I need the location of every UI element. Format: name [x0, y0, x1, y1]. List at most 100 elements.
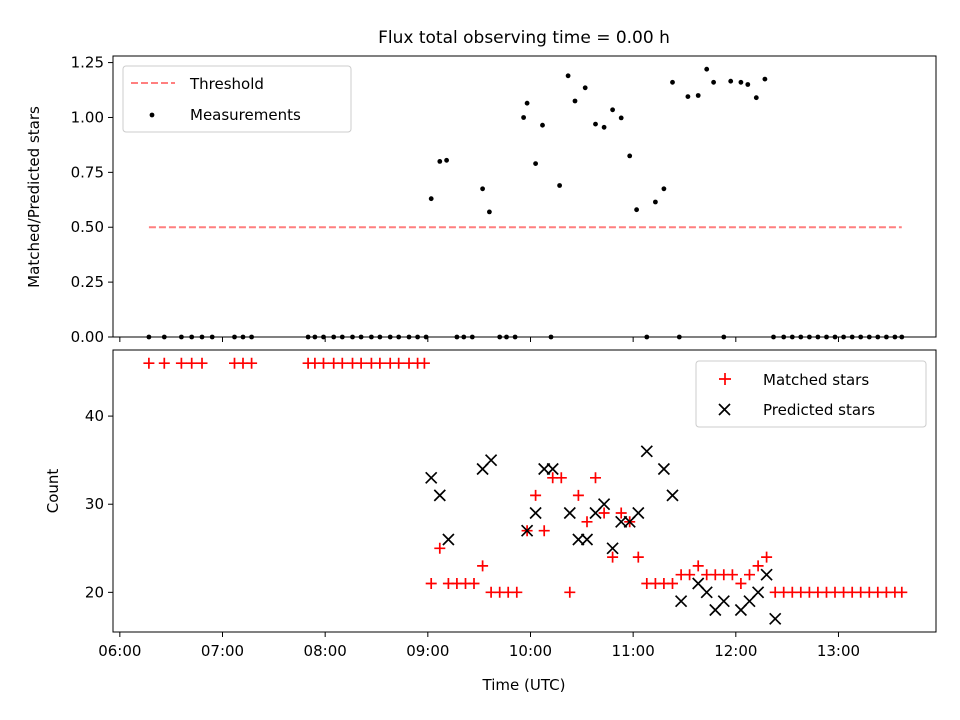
matched-star-marker [336, 357, 348, 369]
matched-star-marker [393, 357, 405, 369]
predicted-star-marker [425, 471, 438, 484]
matched-star-marker [477, 560, 489, 572]
matched-star-marker [468, 578, 480, 589]
measurement-point [487, 209, 492, 215]
predicted-star-marker [546, 462, 559, 476]
measurement-point [711, 79, 716, 85]
matched-star-marker [318, 357, 329, 369]
matched-star-marker [175, 357, 187, 369]
matched-star-marker [158, 357, 170, 369]
legend-matched-label: Matched stars [763, 371, 869, 389]
top-y-tick-label: 1.25 [71, 54, 104, 72]
figure-title: Flux total observing time = 0.00 h [378, 28, 670, 48]
matched-star-marker [581, 516, 593, 528]
x-tick-label: 08:00 [304, 642, 347, 660]
bottom-legend-box [695, 360, 927, 428]
predicted-star-marker [700, 586, 713, 599]
legend-matched-swatch [719, 373, 731, 385]
matched-star-marker [434, 542, 446, 554]
predicted-star-marker [580, 533, 594, 546]
measurement-point [572, 98, 578, 104]
measurement-point [524, 100, 530, 106]
measurement-point [582, 85, 588, 91]
matched-star-marker [374, 357, 386, 369]
bottom-legend: Matched stars Predicted stars [695, 360, 927, 428]
measurement-point [601, 124, 607, 130]
measurement-point [610, 107, 615, 113]
legend-threshold-label: Threshold [189, 75, 264, 93]
measurement-point [557, 183, 562, 188]
legend-predicted-swatch [718, 403, 731, 416]
measurement-point [745, 82, 751, 87]
matched-star-marker [186, 357, 198, 369]
predicted-star-marker [769, 612, 782, 625]
matched-star-marker [615, 507, 627, 519]
matched-star-marker [425, 578, 437, 589]
measurement-point [540, 122, 545, 128]
top-y-tick-label: 1.00 [71, 108, 104, 126]
matched-star-marker [555, 472, 567, 484]
bottom-marks [143, 357, 908, 625]
top-x-ticks [119, 337, 839, 342]
bottom-y-tick-label: 20 [85, 583, 104, 601]
matched-star-marker [590, 472, 601, 484]
top-y-tick-label: 0.50 [71, 218, 104, 236]
x-tick-label: 12:00 [714, 642, 757, 660]
top-y-tick-label: 0.75 [71, 163, 104, 181]
matched-star-marker [572, 489, 584, 501]
bottom-panel: 20 30 40 06:00 07:00 08:00 09:00 10:00 11:00 12:… [44, 349, 937, 694]
matched-star-marker [246, 357, 258, 369]
x-tick-label: 13:00 [817, 642, 860, 660]
bottom-y-tick-label: 40 [85, 407, 104, 425]
top-legend-box [122, 65, 352, 133]
predicted-star-marker [717, 595, 730, 608]
matched-star-marker [196, 357, 208, 369]
measurement-point [670, 79, 675, 85]
predicted-star-marker [484, 454, 498, 467]
bottom-x-ticks: 06:00 07:00 08:00 09:00 10:00 11:00 12:00 13:00 [98, 632, 860, 660]
measurement-point [695, 93, 701, 98]
predicted-star-marker [666, 489, 679, 502]
measurement-point [685, 94, 691, 99]
predicted-star-marker [442, 533, 455, 546]
x-tick-label: 07:00 [201, 642, 244, 660]
top-y-ticks: 0.00 0.25 0.50 0.75 1.00 1.25 [71, 54, 113, 346]
matched-star-marker [143, 357, 155, 369]
measurement-point [437, 159, 443, 164]
matched-star-marker [761, 551, 773, 563]
top-y-axis-label: Matched/Predicted stars [25, 106, 43, 288]
top-axes-frame [112, 55, 937, 338]
measurement-point [618, 115, 624, 121]
x-tick-label: 11:00 [612, 642, 655, 660]
predicted-star-marker [606, 542, 619, 555]
matched-star-marker [598, 507, 610, 519]
measurement-point [627, 153, 633, 159]
predicted-star-marker [563, 506, 576, 520]
predicted-star-marker [572, 533, 585, 546]
matched-star-marker [735, 578, 747, 589]
matched-star-marker [726, 569, 738, 581]
measurement-point [661, 186, 667, 192]
measurement-point [565, 73, 571, 79]
top-legend: Threshold Measurements [122, 65, 352, 133]
measurement-point [480, 186, 485, 192]
x-tick-label: 10:00 [509, 642, 552, 660]
matched-star-marker [752, 560, 764, 572]
measurement-point [762, 76, 768, 82]
matched-star-marker [896, 586, 908, 598]
matched-star-marker [632, 551, 644, 563]
predicted-star-marker [760, 568, 773, 581]
bottom-y-axis-label: Count [44, 469, 62, 514]
measurement-point [704, 66, 710, 72]
measurement-point [593, 121, 598, 127]
legend-predicted-label: Predicted stars [763, 401, 875, 419]
predicted-star-marker [640, 445, 653, 458]
predicted-star-marker [529, 506, 542, 520]
matched-star-marker [538, 525, 550, 537]
x-tick-label: 09:00 [406, 642, 449, 660]
measurement-point [634, 207, 639, 213]
predicted-star-marker [751, 586, 765, 599]
bottom-y-tick-label: 30 [85, 495, 104, 513]
predicted-star-marker [674, 595, 688, 608]
